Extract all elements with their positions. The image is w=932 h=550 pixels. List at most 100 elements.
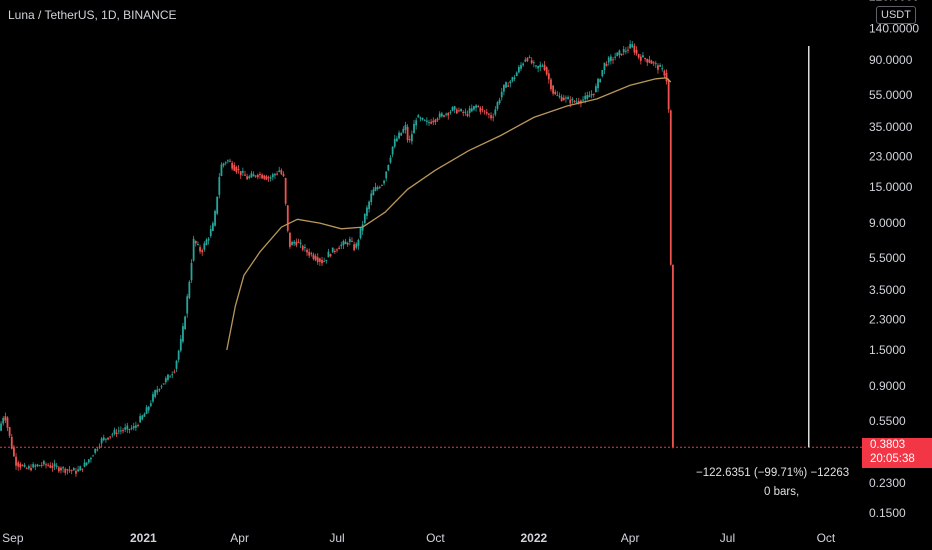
candle-body-164 <box>351 240 353 242</box>
candle-body-190 <box>406 126 409 141</box>
candle-body-234 <box>500 91 503 98</box>
candle-body-133 <box>284 178 287 204</box>
candle-body-125 <box>267 176 270 179</box>
x-tick-label-6: Apr <box>621 531 640 545</box>
candle-body-6 <box>13 446 15 457</box>
candle-body-65 <box>139 416 142 423</box>
candle-body-163 <box>348 239 351 242</box>
candle-body-273 <box>584 95 587 100</box>
candle-body-177 <box>378 187 381 189</box>
candle-body-138 <box>295 241 298 246</box>
candle-body-255 <box>545 67 548 75</box>
candle-body-146 <box>312 254 315 259</box>
candle-body-93 <box>199 247 201 252</box>
candle-body-222 <box>475 105 477 108</box>
candle-body-167 <box>357 239 360 246</box>
candle-body-60 <box>128 428 131 430</box>
candle-body-19 <box>40 464 43 466</box>
candle-body-174 <box>372 189 375 196</box>
candle-body-290 <box>620 53 623 56</box>
candle-body-181 <box>387 164 390 171</box>
y-tick-label-3: 55.0000 <box>869 88 913 102</box>
candle-body-217 <box>464 111 467 113</box>
candle-body-285 <box>609 56 612 61</box>
candle-body-56 <box>119 430 122 432</box>
candle-body-260 <box>556 95 559 97</box>
candle-body-240 <box>513 77 516 79</box>
candle-body-53 <box>113 429 116 434</box>
candle-body-110 <box>235 167 238 173</box>
candle-body-97 <box>207 238 210 241</box>
candle-body-83 <box>177 350 180 360</box>
candle-body-114 <box>244 174 246 176</box>
currency-button[interactable]: USDT <box>876 6 916 24</box>
candle-body-226 <box>483 110 486 112</box>
candle-body-314 <box>672 264 674 448</box>
candle-body-211 <box>451 107 454 111</box>
candle-body-61 <box>130 427 133 429</box>
candle-body-41 <box>87 459 90 463</box>
price-axis[interactable]: 220.0000 140.0000 90.0000 55.0000 35.0000 23.… <box>869 0 919 520</box>
candle-body-153 <box>327 251 330 258</box>
candle-body-89 <box>190 262 193 281</box>
candle-body-52 <box>111 434 114 436</box>
candle-body-48 <box>102 437 105 441</box>
candle-body-312 <box>667 79 670 110</box>
candle-body-230 <box>492 116 495 118</box>
candle-body-205 <box>438 113 441 118</box>
candle-body-51 <box>109 436 112 438</box>
measure-change-label: −122.6351 (−99.71%) −12263 <box>696 467 850 479</box>
candle-body-28 <box>60 467 62 471</box>
candle-body-277 <box>592 93 595 96</box>
candle-body-267 <box>571 98 574 101</box>
candle-body-223 <box>477 106 480 108</box>
candle-body-271 <box>580 100 582 104</box>
candle-body-305 <box>652 62 655 64</box>
candle-body-95 <box>203 243 206 250</box>
x-tick-label-5: 2022 <box>520 531 547 545</box>
y-tick-label-11: 1.5000 <box>869 343 906 357</box>
y-tick-label-15: 0.1500 <box>869 506 906 520</box>
candle-body-75 <box>160 386 163 388</box>
candle-body-86 <box>184 316 186 330</box>
candle-body-175 <box>374 186 377 191</box>
candle-body-165 <box>353 244 356 251</box>
candle-body-69 <box>147 406 150 411</box>
y-tick-label-5: 23.0000 <box>869 150 913 164</box>
candle-body-144 <box>308 251 311 256</box>
candle-body-79 <box>169 376 172 378</box>
x-tick-label-1: 2021 <box>130 531 157 545</box>
candle-body-62 <box>132 426 135 429</box>
candle-body-1 <box>2 418 5 424</box>
candle-body-126 <box>269 177 272 179</box>
time-axis[interactable]: Sep 2021 Apr Jul Oct 2022 Apr Jul Oct <box>2 531 836 545</box>
y-tick-label-9: 3.5000 <box>869 283 906 297</box>
candle-body-179 <box>383 180 385 184</box>
y-tick-label-7: 9.0000 <box>869 216 906 230</box>
candle-body-215 <box>460 109 462 112</box>
candle-body-145 <box>310 253 313 255</box>
candle-body-59 <box>126 425 129 430</box>
candle-body-148 <box>316 257 319 263</box>
candle-body-5 <box>10 436 13 449</box>
candle-body-262 <box>560 96 563 102</box>
candle-body-55 <box>117 430 120 432</box>
candle-body-206 <box>440 113 443 117</box>
candle-body-283 <box>605 64 608 66</box>
candle-body-12 <box>25 468 28 470</box>
candle-body-250 <box>535 65 537 67</box>
candle-body-301 <box>644 58 647 60</box>
candle-body-236 <box>505 82 507 88</box>
candle-body-88 <box>188 281 191 298</box>
candle-body-63 <box>134 425 137 428</box>
candle-body-266 <box>569 99 572 104</box>
candle-body-264 <box>565 97 567 99</box>
candle-body-66 <box>141 415 144 420</box>
candle-body-118 <box>252 174 255 177</box>
candle-body-292 <box>624 50 627 52</box>
candle-body-282 <box>603 62 606 71</box>
x-tick-label-4: Oct <box>426 531 445 545</box>
candle-body-238 <box>509 81 512 84</box>
candle-body-295 <box>631 44 634 48</box>
